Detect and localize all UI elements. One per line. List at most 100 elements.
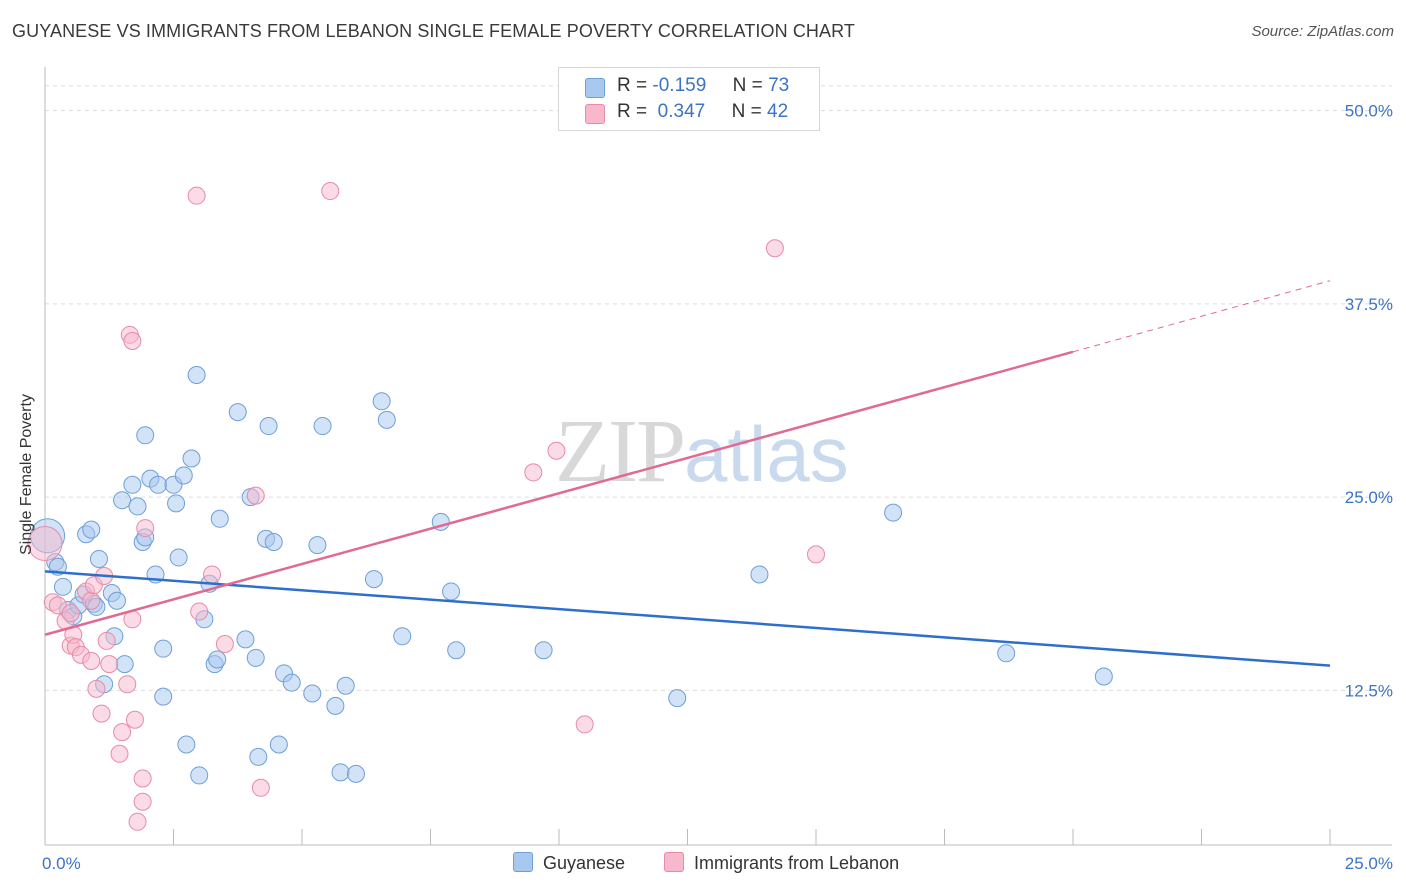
- zipatlas-watermark: ZIPatlas: [555, 400, 849, 503]
- guyanese-point: [89, 549, 108, 568]
- guyanese-point: [167, 494, 186, 513]
- guyanese-point: [336, 676, 355, 695]
- lebanon-point: [246, 486, 265, 505]
- lebanon-point: [82, 652, 101, 671]
- lebanon-point: [190, 602, 209, 621]
- lebanon-point: [136, 519, 155, 538]
- lebanon-trend-line: [44, 350, 1074, 636]
- lebanon-point: [133, 769, 152, 788]
- lebanon-point: [575, 715, 594, 734]
- lebanon-point: [187, 186, 206, 205]
- bottom-legend-lebanon: Immigrants from Lebanon: [664, 852, 899, 874]
- n-label: N =: [731, 101, 762, 122]
- guyanese-point: [154, 687, 173, 706]
- lebanon-point: [807, 545, 825, 564]
- guyanese-point: [331, 763, 350, 782]
- lebanon-point: [118, 675, 137, 694]
- guyanese-point: [228, 403, 247, 422]
- guyanese-point: [123, 475, 142, 494]
- guyanese-trend-line: [44, 570, 1331, 667]
- guyanese-point: [187, 366, 206, 385]
- n-value-lebanon: 42: [767, 101, 789, 122]
- lebanon-point: [113, 723, 132, 742]
- lebanon-point: [97, 631, 116, 650]
- guyanese-point: [53, 577, 72, 596]
- chart-source: Source: ZipAtlas.com: [1251, 23, 1394, 40]
- r-label: R =: [617, 75, 648, 96]
- guyanese-swatch: [513, 852, 533, 872]
- guyanese-point: [346, 764, 365, 783]
- legend-text-guyanese: R = -0.159 N = 73: [617, 75, 789, 97]
- lebanon-point: [27, 526, 63, 562]
- guyanese-point: [308, 536, 327, 555]
- guyanese-point: [326, 696, 345, 715]
- grid-lines: [45, 85, 1392, 691]
- y-tick-label: 37.5%: [1345, 295, 1393, 314]
- guyanese-point: [249, 747, 268, 766]
- guyanese-point: [177, 735, 196, 754]
- guyanese-point: [236, 630, 255, 649]
- guyanese-point: [442, 582, 461, 601]
- guyanese-point: [668, 689, 687, 708]
- guyanese-point: [113, 491, 132, 510]
- y-tick-label: 25.0%: [1345, 488, 1393, 507]
- legend-text-lebanon: R = 0.347 N = 42: [617, 101, 788, 123]
- y-axis-label: Single Female Poverty: [18, 394, 35, 555]
- bottom-legend-label-lebanon: Immigrants from Lebanon: [694, 853, 900, 873]
- y-tick-label: 12.5%: [1345, 681, 1393, 700]
- lebanon-point: [87, 679, 106, 698]
- data-points: [27, 182, 1113, 831]
- guyanese-point: [269, 735, 288, 754]
- trend-lines: [44, 280, 1331, 667]
- guyanese-point: [82, 520, 101, 539]
- r-label: R =: [617, 101, 648, 122]
- guyanese-point: [997, 644, 1016, 663]
- y-tick-label: 50.0%: [1345, 102, 1393, 121]
- guyanese-point: [115, 655, 134, 674]
- lebanon-point: [215, 635, 234, 654]
- watermark-atlas: atlas: [684, 410, 849, 498]
- lebanon-point: [92, 704, 111, 723]
- bottom-legend-guyanese: Guyanese: [513, 852, 625, 874]
- lebanon-point: [110, 744, 129, 763]
- lebanon-point: [251, 778, 270, 797]
- guyanese-point: [259, 417, 278, 436]
- lebanon-point: [82, 591, 101, 610]
- guyanese-point: [534, 641, 553, 660]
- guyanese-point: [1094, 667, 1113, 686]
- guyanese-point: [208, 650, 227, 669]
- lebanon-point: [123, 332, 142, 351]
- bottom-legend-label-guyanese: Guyanese: [543, 853, 626, 873]
- r-value-guyanese: -0.159: [652, 75, 707, 96]
- lebanon-point: [203, 565, 222, 584]
- guyanese-point: [884, 503, 903, 522]
- guyanese-point: [169, 548, 188, 567]
- guyanese-point: [372, 392, 391, 411]
- axes: [44, 67, 1392, 846]
- n-label: N =: [732, 75, 763, 96]
- lebanon-point: [125, 710, 144, 729]
- tick-labels: 12.5% 25.0% 37.5% 50.0% 0.0% 25.0%: [42, 102, 1393, 873]
- lebanon-point: [61, 604, 80, 623]
- guyanese-point: [174, 466, 193, 485]
- guyanese-point: [364, 570, 383, 589]
- guyanese-point: [750, 565, 769, 584]
- guyanese-point: [190, 766, 209, 785]
- lebanon-point: [321, 182, 340, 201]
- lebanon-point: [128, 812, 147, 831]
- lebanon-point: [547, 441, 566, 460]
- r-value-lebanon: 0.347: [657, 101, 706, 122]
- lebanon-point: [133, 792, 152, 811]
- guyanese-point: [128, 497, 147, 516]
- lebanon-swatch: [585, 104, 605, 124]
- watermark-zip: ZIP: [555, 402, 686, 501]
- lebanon-point: [765, 239, 784, 258]
- guyanese-point: [313, 417, 332, 436]
- x-tick-label: 25.0%: [1345, 854, 1393, 873]
- guyanese-point: [303, 684, 322, 703]
- lebanon-point: [524, 463, 543, 482]
- x-tick-label: 0.0%: [42, 854, 81, 873]
- guyanese-point: [182, 449, 201, 468]
- guyanese-point: [136, 426, 155, 445]
- guyanese-point: [264, 532, 283, 551]
